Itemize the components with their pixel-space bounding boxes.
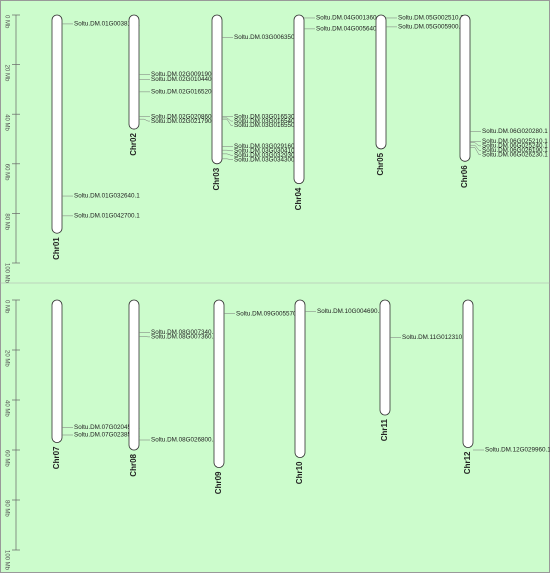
gene-label: Soltu.DM.08G007360.1 — [151, 334, 217, 341]
chromosome-label: Chr04 — [294, 187, 303, 210]
tick-label: 40 Mb — [3, 400, 9, 417]
gene-label: Soltu.DM.06G026230.1 — [482, 151, 548, 158]
gene-label: Soltu.DM.05G002510.2 — [398, 15, 464, 22]
chromosome-label: Chr02 — [129, 133, 138, 156]
chromosome-label: Chr08 — [129, 453, 138, 476]
gene-label: Soltu.DM.03G034300.2 — [234, 156, 300, 163]
gene-label: Soltu.DM.07G020450.1 — [74, 424, 140, 431]
chromosome-label: Chr12 — [463, 451, 472, 474]
chromosome-label: Chr03 — [212, 167, 221, 190]
chromosome — [293, 14, 305, 185]
gene-label: Soltu.DM.05G005900.1 — [398, 24, 464, 31]
gene-connector — [139, 336, 150, 338]
chromosome-label: Chr10 — [295, 461, 304, 484]
gene-label: Soltu.DM.12G029960.1 — [485, 447, 550, 454]
gene-label: Soltu.DM.09G005570.1 — [236, 310, 302, 317]
gene-label: Soltu.DM.02G010440.1 — [151, 76, 217, 83]
chromosome-label: Chr07 — [52, 446, 61, 469]
chromosome — [379, 299, 391, 416]
gene-label: Soltu.DM.02G020860.1 — [151, 113, 217, 120]
gene-label: Soltu.DM.02G016520.1 — [151, 89, 217, 96]
chromosome — [213, 299, 225, 468]
chromosome-label: Chr06 — [460, 165, 469, 188]
gene-label: Soltu.DM.06G026190.1 — [482, 147, 548, 154]
gene-label: Soltu.DM.08G007340.1 — [151, 329, 217, 336]
gene-label: Soltu.DM.04G001360.1 — [316, 15, 382, 22]
gene-connector — [222, 118, 233, 126]
gene-label: Soltu.DM.06G020280.1 — [482, 128, 548, 135]
gene-label: Soltu.DM.02G021790.2 — [151, 118, 217, 125]
gene-connector — [470, 147, 481, 155]
gene-label: Soltu.DM.03G029160.1 — [234, 143, 300, 150]
chromosome — [51, 299, 63, 443]
chromosome — [462, 299, 474, 448]
gene-label: Soltu.DM.03G030410.1 — [234, 148, 300, 155]
gene-label: Soltu.DM.01G042700.1 — [74, 213, 140, 220]
tick-label: 20 Mb — [3, 65, 9, 82]
gene-connector — [222, 117, 233, 122]
gene-label: Soltu.DM.07G023850.1 — [74, 432, 140, 439]
tick-label: 20 Mb — [3, 350, 9, 367]
tick-label: 100 Mb — [3, 263, 9, 284]
gene-label: Soltu.DM.10G004690.1 — [317, 308, 383, 315]
chromosome-label: Chr05 — [376, 152, 385, 175]
chromosome — [459, 14, 471, 162]
tick-label: 60 Mb — [3, 450, 9, 467]
gene-label: Soltu.DM.11G012310.1 — [402, 334, 468, 341]
chromosome — [51, 14, 63, 234]
gene-connector — [470, 142, 481, 147]
gene-label: Soltu.DM.01G032640.1 — [74, 193, 140, 200]
gene-label: Soltu.DM.06G025240.1 — [482, 143, 548, 150]
gene-label: Soltu.DM.03G032930.1 — [234, 152, 300, 159]
gene-label: Soltu.DM.04G005640.1 — [316, 26, 382, 33]
chromosome — [294, 299, 306, 458]
gene-connector — [222, 153, 233, 156]
gene-label: Soltu.DM.06G025210.1 — [482, 138, 548, 145]
gene-label: Soltu.DM.03G016540.1 — [234, 118, 300, 125]
tick-label: 0 Mb — [3, 300, 9, 314]
gene-label: Soltu.DM.03G016530.1 — [234, 113, 300, 120]
gene-label: Soltu.DM.03G016550.1 — [234, 122, 300, 129]
gene-label: Soltu.DM.03G006350.1 — [234, 34, 300, 41]
chromosome-label: Chr11 — [380, 418, 389, 441]
gene-label: Soltu.DM.08G026800.1 — [151, 437, 217, 444]
chromosome-label: Chr09 — [214, 471, 223, 494]
tick-label: 100 Mb — [3, 550, 9, 571]
tick-label: 60 Mb — [3, 164, 9, 181]
gene-connector — [222, 149, 233, 152]
gene-connector — [470, 144, 481, 151]
tick-label: 80 Mb — [3, 500, 9, 517]
gene-label: Soltu.DM.01G003810.1 — [74, 21, 140, 28]
tick-label: 0 Mb — [3, 15, 9, 29]
chromosome — [375, 14, 387, 150]
gene-connector — [222, 158, 233, 160]
gene-label: Soltu.DM.02G009190.1 — [151, 71, 217, 78]
tick-label: 40 Mb — [3, 114, 9, 131]
chromosome — [211, 14, 223, 165]
gene-connector — [139, 118, 150, 122]
chromosome — [128, 14, 140, 130]
tick-label: 80 Mb — [3, 213, 9, 230]
chromosome — [128, 299, 140, 451]
chromosome-label: Chr01 — [52, 237, 61, 260]
